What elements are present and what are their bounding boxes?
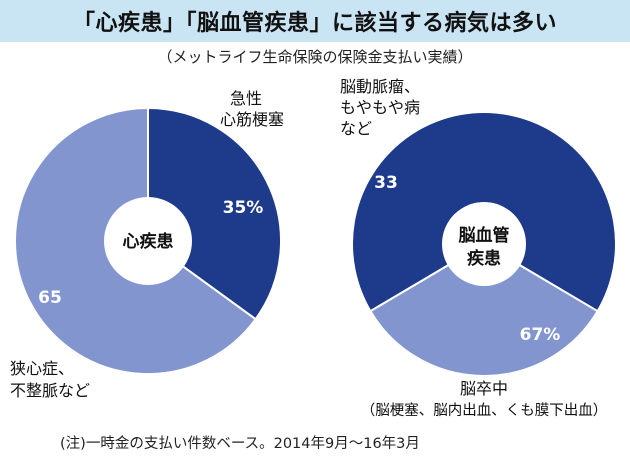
pie-center-cerebro [442,202,526,286]
slice-label: 脳卒中 [460,379,508,398]
slice-label: 脳動脈瘤、 [340,77,420,96]
slice-value-label: 67% [520,325,561,345]
pie-center-heart [104,197,192,285]
slice-value-label: 65 [38,288,62,308]
pie-heart-disease: 心疾患 35% 65 急性 心筋梗塞 狭心症、 不整脈など [10,89,284,400]
slice-value-label: 33 [374,173,398,193]
slice-label: 心筋梗塞 [220,110,284,129]
pie-center-label: 疾患 [467,248,501,269]
chart-title: 「心疾患」「脳血管疾患」に該当する病気は多い [72,11,557,36]
slice-label: （脳梗塞、脳内出血、くも膜下出血） [361,401,608,419]
slice-label: もやもや病 [340,98,420,117]
footnote: (注)一時金の支払い件数ベース。2014年9月～16年3月 [60,436,420,452]
pie-cerebrovascular-disease: 脳血管 疾患 67% 33 脳卒中 （脳梗塞、脳内出血、くも膜下出血） 脳動脈瘤… [340,77,617,419]
slice-aneurysm-moyamoya [369,242,599,377]
pie-center-label: 心疾患 [123,231,174,252]
pie-center-label: 脳血管 [459,225,510,246]
slice-label: 不整脈など [10,381,90,400]
slice-label: 狭心症、 [10,359,74,378]
slice-value-label: 35% [223,198,264,218]
slice-label: など [340,119,372,138]
title-bar: 「心疾患」「脳血管疾患」に該当する病気は多い [0,0,630,42]
slice-label: 急性 [230,89,262,108]
slice-acute-mi [147,106,282,321]
chart-subtitle: （メットライフ生命保険の保険金支払い実績） [157,48,473,66]
